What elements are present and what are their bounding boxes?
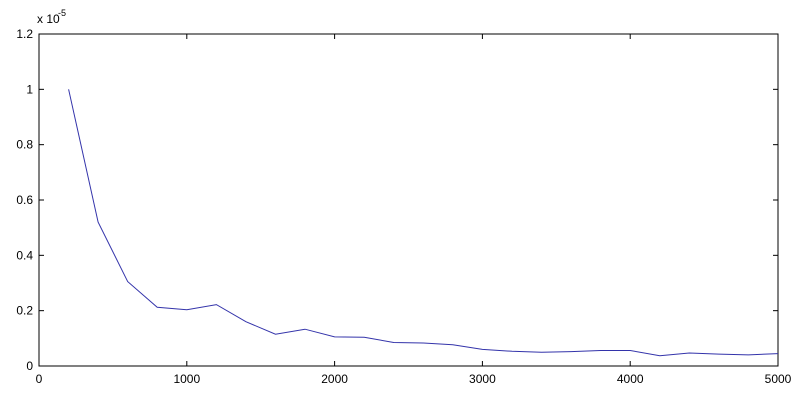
y-tick-label: 0.6 [16,193,33,207]
x-axis-ticks: 0 1000 2000 3000 4000 5000 [36,34,792,386]
y-multiplier-label: x 10 [37,12,60,26]
y-axis-ticks: 0 0.2 0.4 0.6 0.8 1 1.2 [16,27,778,373]
series-layer [68,89,779,357]
series-line [68,89,779,357]
y-tick-label: 0 [26,359,33,373]
y-tick-label: 1 [26,82,33,96]
y-tick-label: 0.4 [16,248,33,262]
y-tick-label: 0.2 [16,304,33,318]
x-tick-label: 3000 [469,372,496,386]
y-tick-label: 0.8 [16,138,33,152]
x-tick-label: 2000 [321,372,348,386]
x-tick-label: 1000 [173,372,200,386]
x-tick-label: 5000 [765,372,792,386]
x-tick-label: 4000 [617,372,644,386]
x-tick-label: 0 [36,372,43,386]
y-multiplier-exponent: -5 [58,8,66,18]
plot-area [38,33,779,367]
y-tick-label: 1.2 [16,27,33,41]
